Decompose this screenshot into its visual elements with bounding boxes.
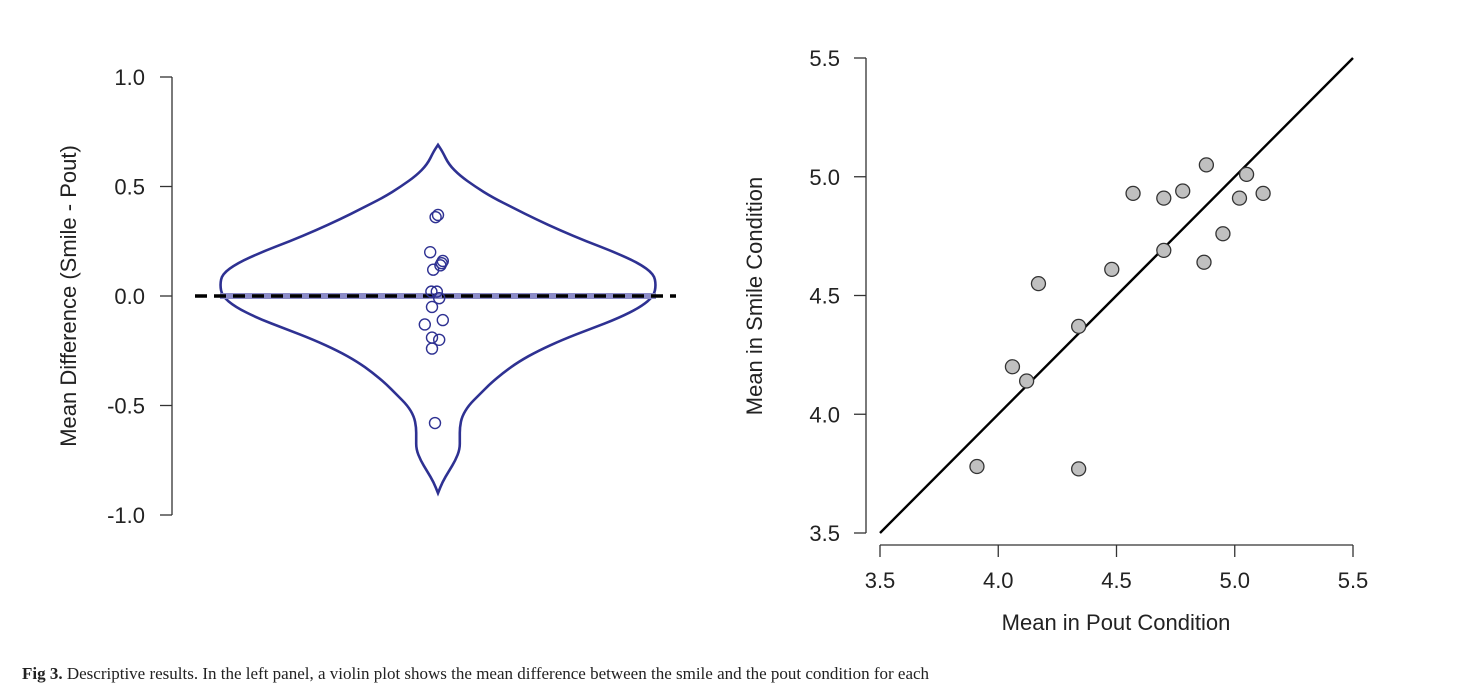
right-y-tick-label: 3.5 [809,521,840,546]
figure-caption: Fig 3. Descriptive results. In the left … [22,664,929,684]
violin-point [430,285,443,298]
scatter-point [1071,318,1087,335]
right-y-ticks: 5.5 5.0 4.5 4.0 3.5 [809,46,866,546]
scatter-point [1196,254,1212,270]
identity-line [879,57,1354,534]
left-y-ticks: 1.0 0.5 0.0 -0.5 -1.0 [107,65,172,528]
scatter-panel: Mean in Smile Condition Mean in Pout Con… [742,46,1368,635]
right-x-ticks: 3.5 4.0 4.5 5.0 5.5 [865,545,1369,593]
left-y-tick-label: 0.5 [114,175,145,200]
scatter-points [969,157,1271,477]
violin-point [427,263,440,276]
violin-point [433,333,446,346]
right-y-tick-label: 5.5 [809,46,840,71]
right-x-axis-label: Mean in Pout Condition [1002,610,1231,635]
violin-point [436,254,449,268]
violin-point [425,331,439,344]
scatter-point [1175,183,1191,199]
scatter-point [1030,275,1047,292]
figure: Mean Difference (Smile - Pout) 1.0 0.5 0.0… [56,46,1368,635]
right-y-axis-label: Mean in Smile Condition [742,177,767,415]
left-y-tick-label: 1.0 [114,65,145,90]
right-x-tick-label: 4.5 [1101,568,1132,593]
right-x-tick-label: 3.5 [865,568,896,593]
right-x-tick-label: 5.0 [1219,568,1250,593]
right-y-tick-label: 4.5 [809,284,840,309]
violin-point [429,210,442,224]
scatter-point [1125,185,1141,202]
right-x-tick-label: 4.0 [983,568,1014,593]
violin-panel: Mean Difference (Smile - Pout) 1.0 0.5 0.0… [56,65,676,528]
left-y-tick-label: 0.0 [114,284,145,309]
scatter-point [1238,166,1255,183]
right-y-tick-label: 5.0 [809,165,840,190]
violin-point [436,313,449,327]
scatter-point [1156,242,1172,259]
violin-point [424,245,437,259]
left-y-tick-label: -0.5 [107,394,145,419]
scatter-point [1198,157,1215,173]
violin-point [418,318,431,331]
scatter-point [1231,190,1248,206]
left-y-tick-label: -1.0 [107,503,145,528]
caption-label: Fig 3. [22,664,63,683]
scatter-point [1156,190,1172,206]
caption-text: Descriptive results. In the left panel, … [66,664,930,683]
violin-point [433,291,446,305]
scatter-point [1255,185,1271,202]
right-y-tick-label: 4.0 [809,402,840,427]
left-y-axis-label: Mean Difference (Smile - Pout) [56,145,81,447]
scatter-point [1215,226,1231,242]
scatter-point [1018,373,1035,389]
violin-point [425,342,439,355]
scatter-point [1004,359,1021,375]
violin-points [418,208,449,430]
violin-point [425,285,438,298]
violin-point [431,208,445,222]
violin-point [428,416,442,430]
violin-outline [219,142,657,497]
scatter-point [969,458,985,475]
scatter-point [1104,261,1120,278]
right-x-tick-label: 5.5 [1338,568,1369,593]
violin-point [425,300,439,314]
scatter-point [1071,461,1087,477]
